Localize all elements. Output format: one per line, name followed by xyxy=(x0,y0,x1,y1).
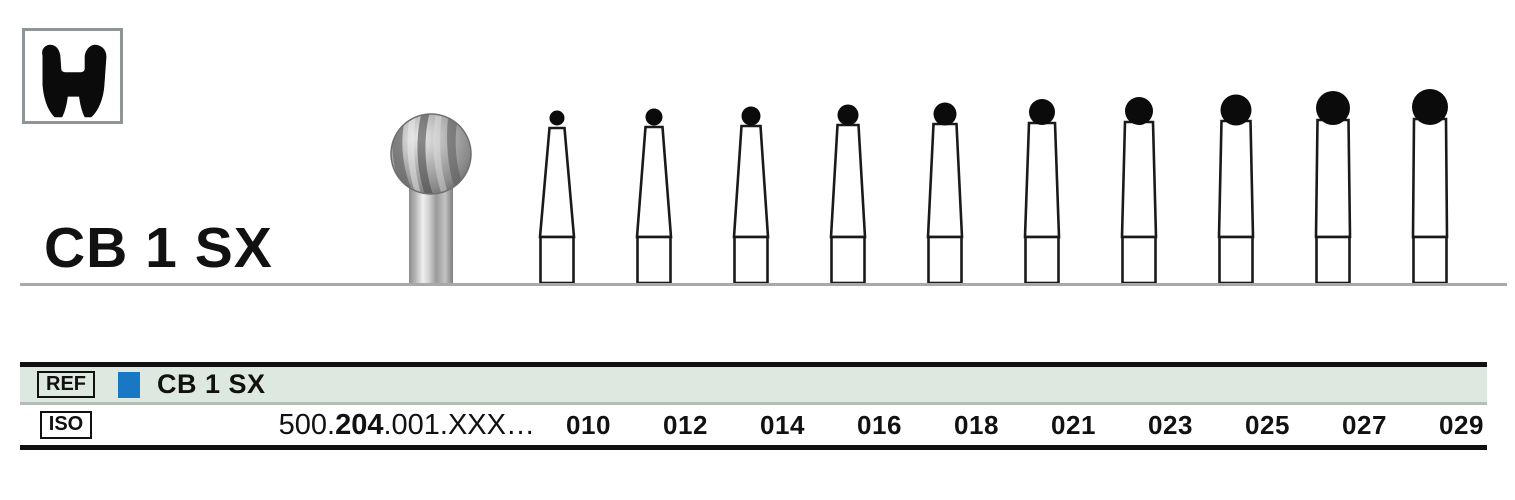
iso-size-cells: 010 012 014 016 018 021 023 025 027 029 xyxy=(540,405,1487,445)
size-cell: 023 xyxy=(1148,409,1193,440)
size-cell: 029 xyxy=(1439,409,1484,440)
bur-profile-025 xyxy=(1217,94,1255,285)
size-cell: 027 xyxy=(1342,409,1387,440)
iso-badge: ISO xyxy=(39,411,93,439)
size-cell: 016 xyxy=(857,409,902,440)
size-cell: 025 xyxy=(1245,409,1290,440)
size-cell: 010 xyxy=(566,409,611,440)
size-cell: 018 xyxy=(954,409,999,440)
ref-badge: REF xyxy=(37,370,95,399)
iso-code: 500.204.001.XXX… xyxy=(225,409,535,442)
bur-profile-010 xyxy=(538,110,576,285)
iso-badge-cell: ISO xyxy=(32,411,100,439)
ref-badge-cell: REF xyxy=(32,370,100,399)
bur-profile-029 xyxy=(1411,89,1449,285)
bur-profile-018 xyxy=(926,102,964,285)
iso-code-suffix: .001.XXX… xyxy=(383,408,535,441)
bur-size-profile-illustrations xyxy=(538,89,1449,285)
ref-color-swatch xyxy=(118,371,140,398)
bur-profile-014 xyxy=(732,106,770,285)
table-row-iso: ISO 500.204.001.XXX… 010 012 014 016 018… xyxy=(20,405,1487,445)
bur-profile-012 xyxy=(635,108,673,285)
round-carbide-bur-photo xyxy=(375,108,487,284)
tooth-indication-icon-box xyxy=(22,28,123,124)
size-cell: 021 xyxy=(1051,409,1096,440)
illustration-baseline xyxy=(20,283,1507,286)
molar-tooth-cavity-icon xyxy=(42,44,107,118)
size-cell: 014 xyxy=(760,409,805,440)
specification-table: REF CB 1 SX ISO 500.204.001.XXX… 010 012… xyxy=(20,362,1487,450)
bur-profile-027 xyxy=(1314,91,1352,285)
bur-profile-016 xyxy=(829,104,867,285)
table-row-ref: REF CB 1 SX xyxy=(20,367,1487,405)
iso-code-bold: 204 xyxy=(335,408,384,441)
iso-code-prefix: 500. xyxy=(278,408,336,441)
bur-profile-021 xyxy=(1023,99,1061,285)
size-cell: 012 xyxy=(663,409,708,440)
page-title: CB 1 SX xyxy=(44,216,273,280)
ref-value: CB 1 SX xyxy=(157,369,266,399)
bur-profile-023 xyxy=(1120,97,1158,285)
